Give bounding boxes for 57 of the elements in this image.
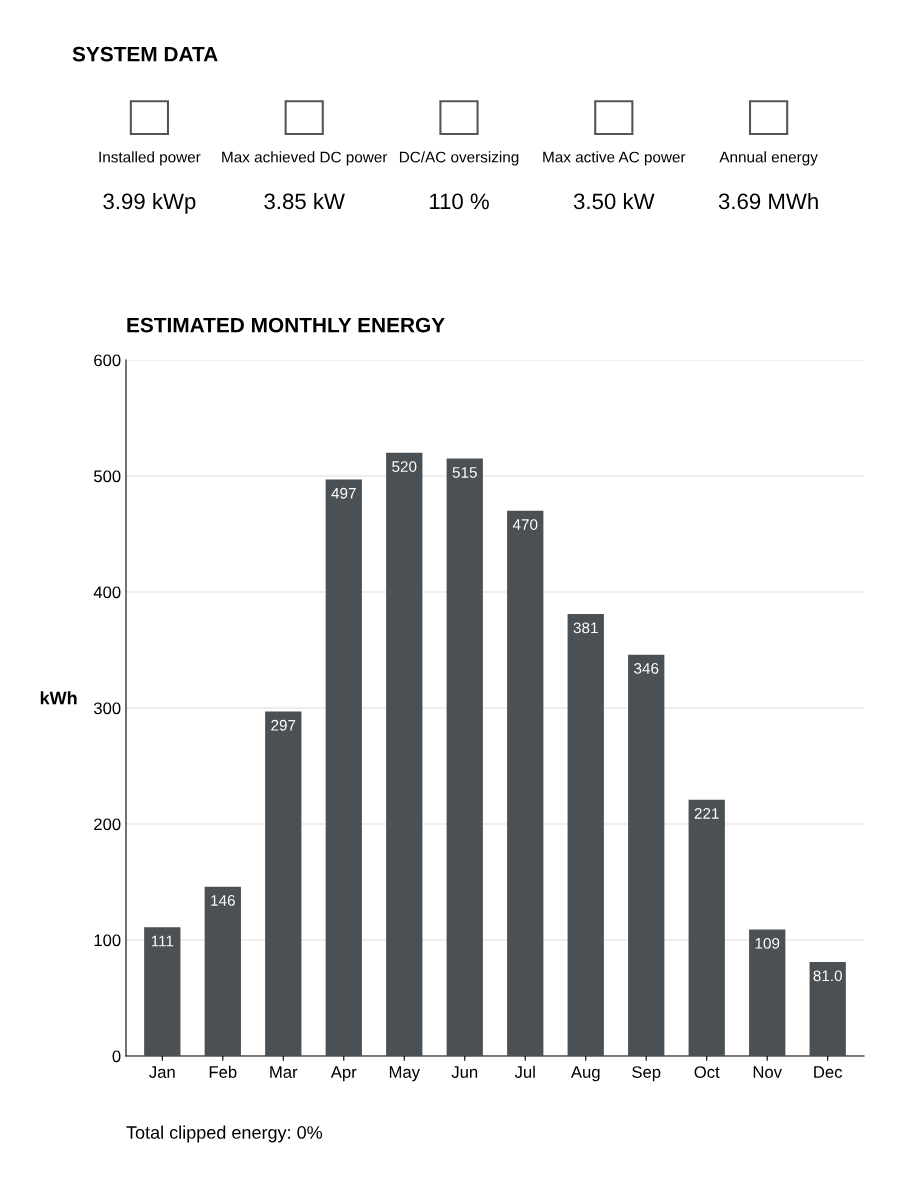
data-label: 81.0: [813, 970, 842, 982]
bar: [204, 886, 241, 1056]
text: DC/AC oversizing: [399, 151, 519, 166]
x-tick-label: Jul: [514, 1065, 535, 1078]
bar: [144, 927, 181, 1056]
data-label: 111: [151, 935, 174, 947]
bar: [325, 479, 362, 1056]
data-label: 381: [573, 622, 598, 634]
bar: [507, 510, 544, 1056]
y-tick-label: 100: [94, 934, 121, 947]
text: 3.99 kWp: [103, 192, 196, 214]
x-tick-label: Sep: [632, 1066, 661, 1082]
text: Max achieved DC power: [222, 151, 388, 166]
x-tick-label: Jun: [451, 1066, 478, 1078]
x-tick-label: Mar: [270, 1066, 298, 1078]
x-tick-label: Jan: [149, 1066, 175, 1078]
bar: [628, 654, 665, 1056]
data-label: 470: [512, 519, 538, 530]
x-tick-label: Dec: [814, 1066, 843, 1078]
data-label: 146: [211, 895, 235, 906]
y-tick-label: 600: [94, 354, 121, 367]
data-label: 515: [452, 467, 477, 478]
y-tick-label: 500: [94, 470, 121, 483]
text: SYSTEM DATA: [72, 46, 218, 62]
bar: [265, 711, 302, 1056]
data-label: 520: [392, 461, 417, 472]
y-tick-label: 200: [94, 818, 121, 831]
y-tick-label: 400: [93, 586, 121, 599]
data-label: 497: [331, 487, 356, 499]
bar: [386, 452, 423, 1056]
y-tick-label: 0: [112, 1050, 121, 1063]
bar: [749, 929, 786, 1056]
y-tick-label: 300: [93, 702, 121, 715]
text: Installed power: [99, 151, 201, 166]
bar: [809, 962, 846, 1056]
x-tick-label: Nov: [753, 1066, 782, 1078]
text: 3.69 MWh: [718, 192, 818, 210]
data-label: 221: [694, 808, 719, 819]
text: Total clipped energy: 0%: [126, 1125, 323, 1143]
bar: [688, 799, 725, 1056]
text: 3.50 kW: [573, 192, 655, 210]
text: 110 %: [430, 193, 489, 210]
text: 3.85 kW: [264, 192, 345, 210]
bar: [567, 614, 604, 1056]
data-label: 109: [755, 937, 780, 949]
text: Annual energy: [719, 151, 818, 166]
bar: [446, 458, 483, 1056]
y-axis-title: kWh: [40, 691, 77, 705]
data-label: 346: [634, 663, 659, 674]
x-tick-label: Apr: [330, 1066, 357, 1082]
x-tick-label: May: [389, 1066, 420, 1082]
chart-title: ESTIMATED MONTHLY ENERGY: [127, 317, 445, 333]
x-tick-label: Oct: [694, 1066, 720, 1078]
x-tick-label: Feb: [209, 1065, 237, 1078]
data-label: 297: [271, 719, 296, 731]
x-tick-label: Aug: [570, 1066, 600, 1082]
text: Max active AC power: [543, 151, 686, 166]
